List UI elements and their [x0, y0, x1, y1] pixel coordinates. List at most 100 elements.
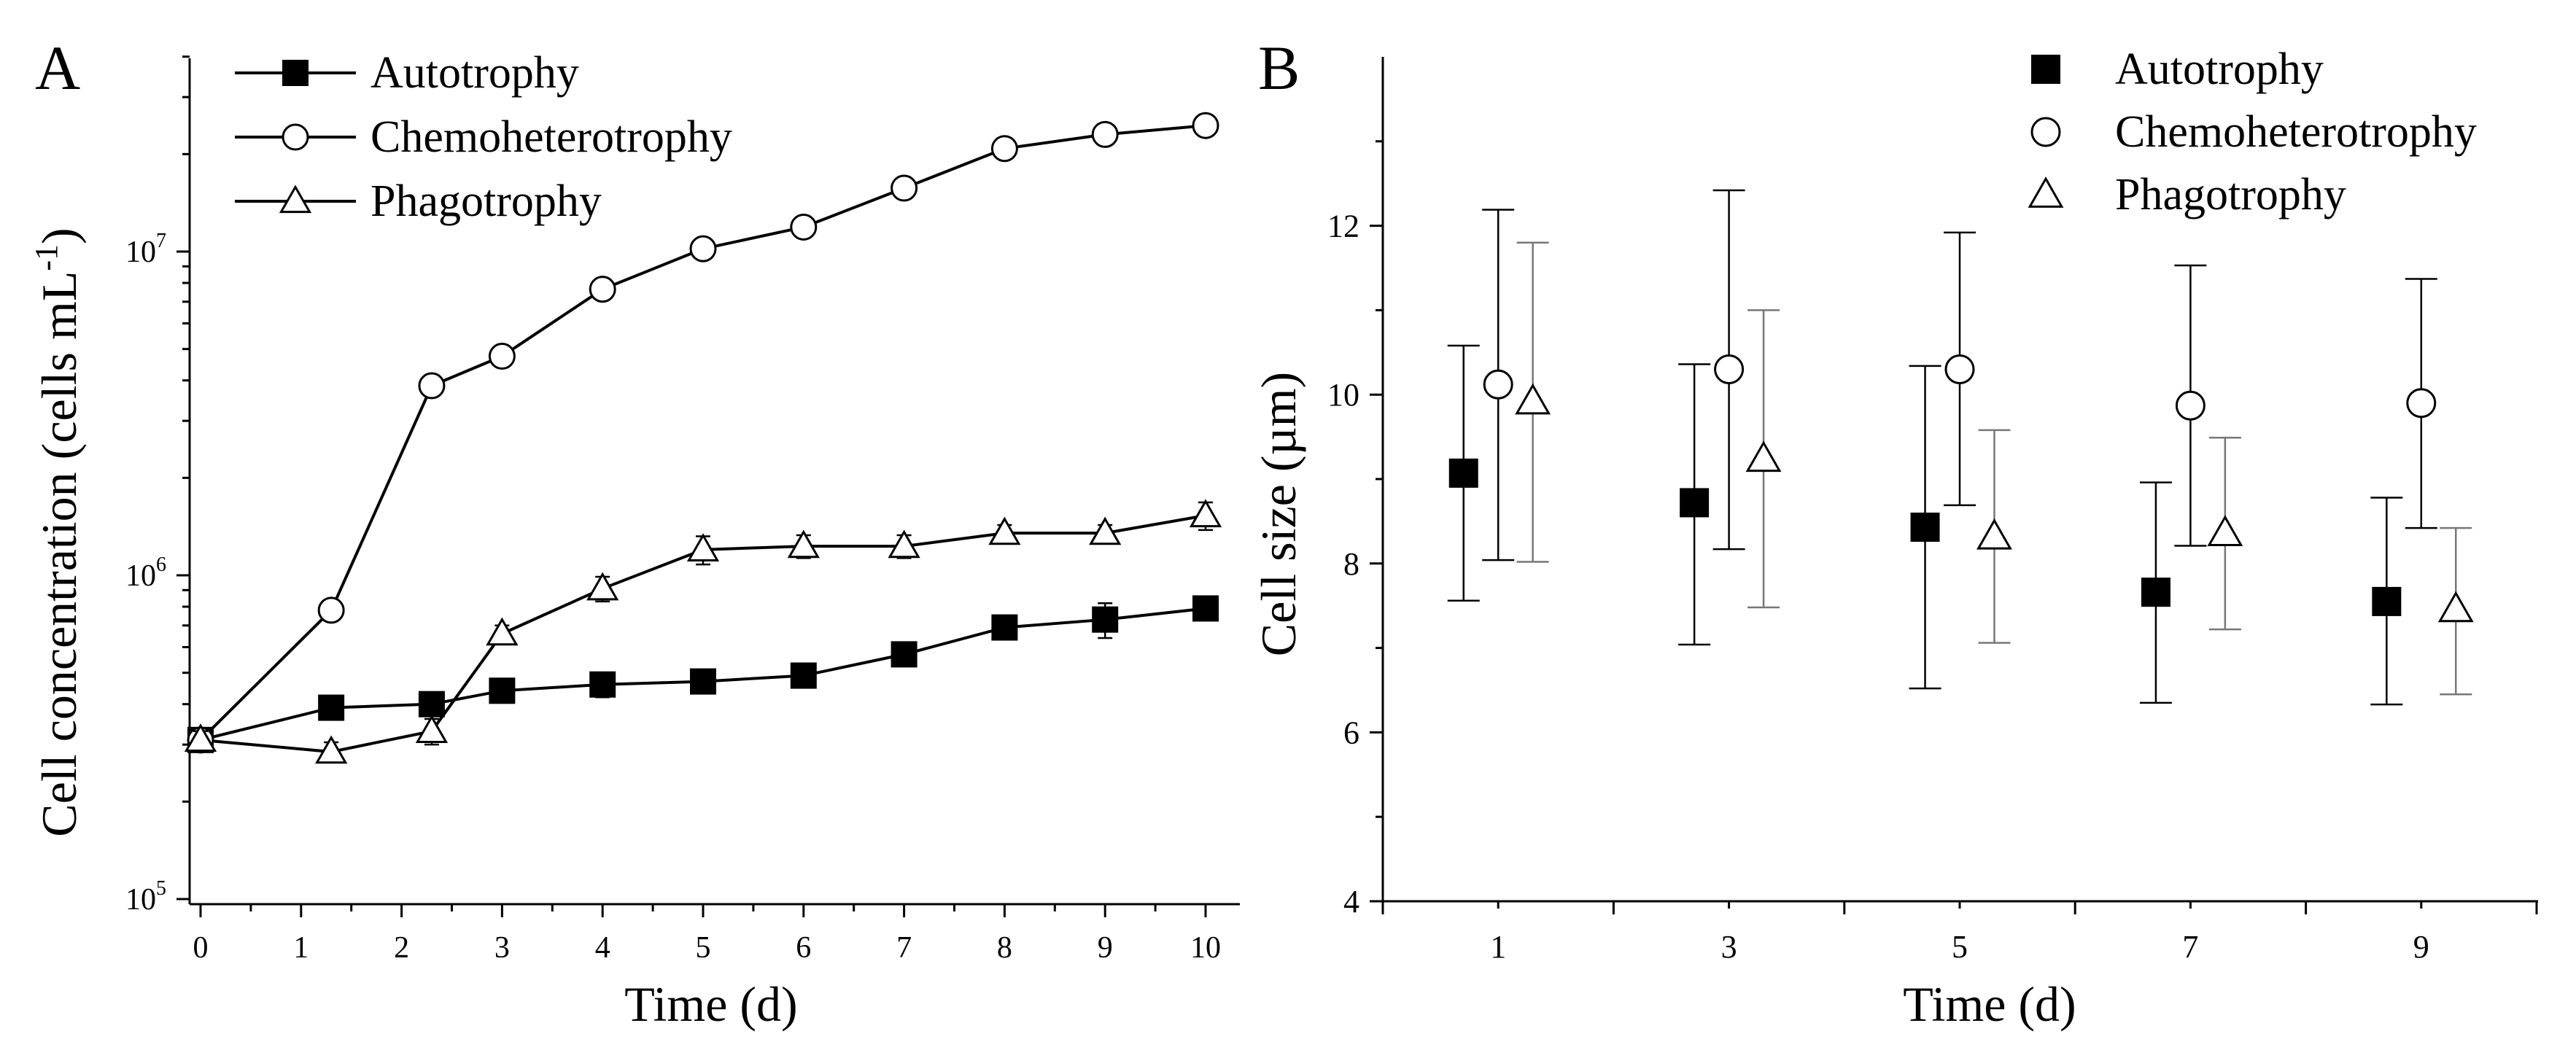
panel-b-autotrophy-point	[2141, 578, 2170, 607]
panel-b-legend-phagotrophy-marker	[2028, 176, 2064, 208]
panel-a-autotrophy-point	[690, 668, 716, 695]
panel-b-y-axis-title: Cell size (µm)	[1251, 372, 1306, 656]
panel-a-phagotrophy-point	[787, 529, 820, 559]
panel-a-legend-autotrophy-label: Autotrophy	[371, 48, 579, 98]
panel-a-legend-phagotrophy-marker	[279, 184, 312, 214]
panel-a-phagotrophy-point	[988, 516, 1021, 545]
panel-a-chemoheterotrophy-point	[790, 213, 818, 241]
panel-a-autotrophy-point	[991, 614, 1018, 641]
panel-b-x-tick-label: 3	[1721, 929, 1737, 965]
panel-a-phagotrophy-point	[415, 715, 449, 743]
panel-b-autotrophy-point	[1448, 458, 1478, 488]
panel-b-chemoheterotrophy-point	[2175, 390, 2205, 421]
panel-a-chemoheterotrophy-point	[891, 174, 918, 202]
panel-a-chemoheterotrophy-point	[1192, 112, 1219, 139]
panel-a-autotrophy-point	[1092, 606, 1119, 633]
panel-b-x-tick-label: 9	[2413, 929, 2429, 965]
panel-b-phagotrophy-point	[1976, 518, 2012, 550]
panel-a-chemoheterotrophy-point	[1091, 120, 1119, 148]
panel-a-chart: 0 1 2 3 4 5 6 7 8 9 10105106107AutotrophyChemohete…	[125, 48, 1240, 965]
panel-a-phagotrophy-point	[888, 529, 920, 559]
panel-b-x-tick-label: 5	[1952, 929, 1968, 965]
panel-b-autotrophy-point	[1680, 488, 1710, 518]
panel-a-x-tick-label: 9	[1098, 931, 1113, 965]
panel-b-y-tick-label: 6	[1343, 715, 1359, 750]
panel-b-legend-autotrophy-marker	[2031, 55, 2060, 84]
panel-a-y-axis-title-exponent: -1	[28, 244, 64, 271]
panel-a-phagotrophy-point	[1089, 516, 1122, 545]
panel-a-autotrophy-point	[891, 641, 917, 668]
panel-a-chemoheterotrophy-point	[317, 596, 345, 624]
panel-a-y-axis-title-close: )	[31, 228, 87, 244]
panel-a-phagotrophy-point	[184, 723, 217, 752]
panel-b-legend-chemoheterotrophy-label: Chemoheterotrophy	[2115, 107, 2477, 157]
panel-b-phagotrophy-point	[1515, 383, 1551, 415]
panel-a-autotrophy-point	[589, 671, 616, 698]
panel-b-chemoheterotrophy-point	[2406, 388, 2437, 419]
panel-a-y-tick-label: 106	[125, 553, 166, 593]
panel-b-chemoheterotrophy-point	[1944, 354, 1975, 384]
panel-b-y-tick-label: 12	[1327, 209, 1359, 244]
panel-a-chemoheterotrophy-line	[199, 124, 1206, 742]
panel-a-phagotrophy-point	[486, 617, 519, 646]
panel-a-legend-chemoheterotrophy-label: Chemoheterotrophy	[371, 112, 732, 162]
panel-a-y-tick-base: 10	[125, 883, 156, 917]
panel-b-legend-autotrophy-label: Autotrophy	[2115, 44, 2324, 94]
panel-a-legend-chemoheterotrophy-marker	[282, 123, 309, 151]
panel-a-y-axis-title: Cell concentration (cells mL-1)	[28, 228, 87, 836]
panel-a-y-tick-base: 10	[125, 236, 156, 269]
panel-a-y-tick-exponent: 5	[156, 877, 166, 900]
panel-a-y-tick-exponent: 7	[156, 230, 166, 252]
panel-b-x-axis-title: Time (d)	[1903, 976, 2076, 1032]
panel-a-y-tick-label: 107	[125, 230, 166, 269]
panel-a-chemoheterotrophy-point	[488, 343, 516, 370]
panel-a-y-tick-base: 10	[125, 559, 156, 593]
panel-a-x-tick-label: 0	[193, 931, 209, 965]
panel-a-phagotrophy-point	[315, 735, 348, 764]
panel-b-phagotrophy-point	[2437, 591, 2474, 623]
panel-a-x-tick-label: 5	[696, 931, 711, 965]
panel-a-autotrophy-point	[418, 691, 445, 718]
panel-a-x-tick-label: 1	[293, 931, 309, 965]
panel-a-label: A	[35, 33, 80, 103]
panel-a-x-axis-title: Time (d)	[624, 976, 797, 1032]
panel-a-chemoheterotrophy-point	[689, 235, 717, 262]
panel-a-autotrophy-point	[790, 662, 817, 689]
panel-a-x-tick-label: 10	[1190, 931, 1221, 965]
panel-b-legend-chemoheterotrophy-marker	[2030, 117, 2061, 147]
panel-a-autotrophy-point	[489, 677, 516, 704]
panel-b-x-tick-label: 7	[2182, 929, 2198, 965]
panel-a-autotrophy-point	[1192, 595, 1219, 622]
panel-a-y-tick-label: 105	[125, 877, 166, 917]
panel-a-legend-autotrophy-marker	[282, 60, 309, 86]
panel-b-y-tick-label: 8	[1343, 546, 1359, 582]
panel-b-legend-phagotrophy-label: Phagotrophy	[2115, 170, 2346, 219]
panel-b-label: B	[1258, 33, 1300, 103]
panel-a-chemoheterotrophy-point	[990, 135, 1018, 163]
panel-a-legend-phagotrophy-label: Phagotrophy	[371, 176, 602, 226]
panel-a-x-tick-label: 2	[394, 931, 409, 965]
panel-b-x-tick-label: 1	[1490, 929, 1506, 965]
panel-b-chemoheterotrophy-point	[1714, 354, 1745, 384]
panel-b-chart: 4 6 8 10 12 1 3 5 7 9 Autotrophy Chemoheterotrophy P…	[1327, 44, 2538, 965]
panel-a-x-tick-label: 7	[896, 931, 912, 965]
panel-b-phagotrophy-point	[2207, 515, 2243, 546]
panel-a-autotrophy-point	[318, 694, 345, 721]
panel-b-y-tick-label: 4	[1343, 884, 1359, 919]
panel-a-x-tick-label: 4	[595, 931, 610, 965]
panel-a-x-tick-label: 6	[796, 931, 811, 965]
panel-a-phagotrophy-point	[586, 572, 619, 601]
panel-b-chemoheterotrophy-point	[1483, 369, 1513, 400]
panel-b-autotrophy-point	[2372, 586, 2402, 616]
panel-b-phagotrophy-point	[1745, 440, 1782, 472]
panel-a-phagotrophy-point	[1189, 499, 1222, 528]
panel-a-y-tick-exponent: 6	[156, 553, 166, 576]
panel-a-x-tick-label: 3	[494, 931, 510, 965]
panel-a-x-tick-label: 8	[997, 931, 1012, 965]
panel-a-chemoheterotrophy-point	[589, 276, 616, 303]
panel-b-autotrophy-point	[1910, 513, 1940, 542]
panel-a-y-axis-title-main: Cell concentration (cells mL	[31, 271, 87, 837]
panel-a-phagotrophy-point	[686, 533, 720, 562]
panel-b-y-tick-label: 10	[1327, 377, 1359, 413]
